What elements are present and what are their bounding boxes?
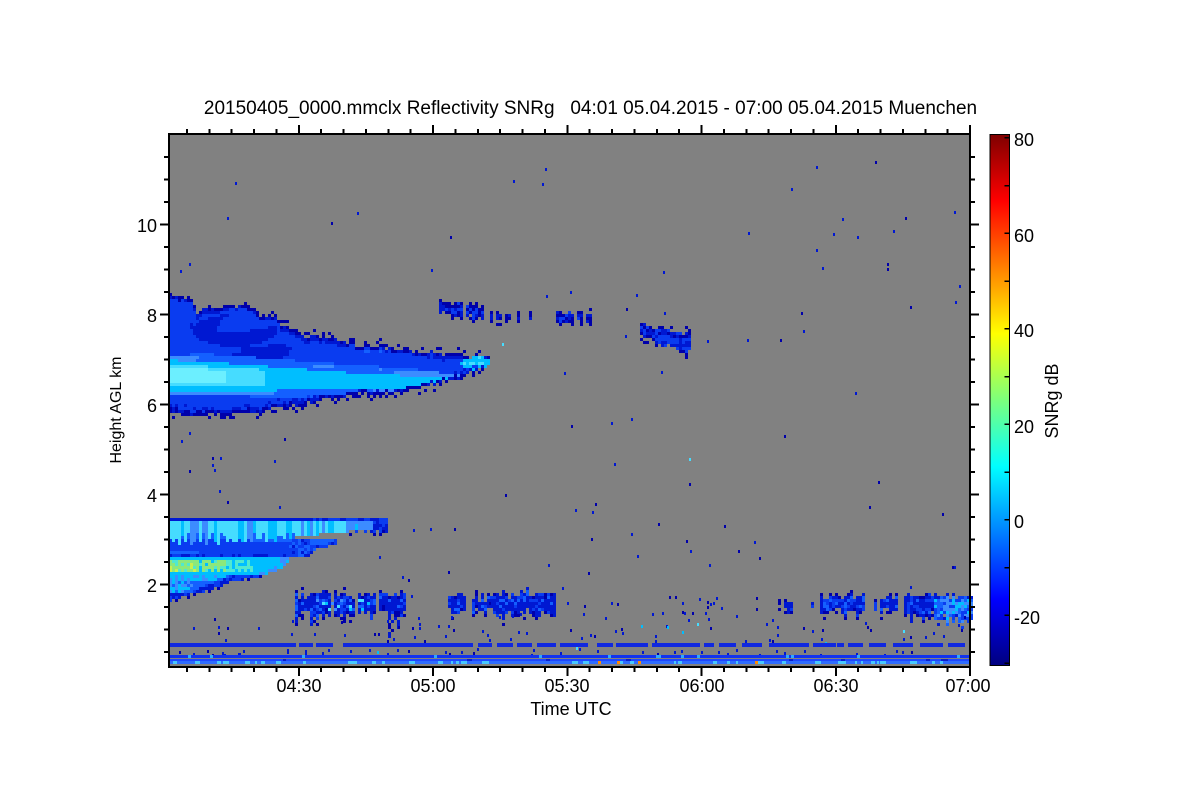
svg-text:6: 6 bbox=[147, 396, 157, 416]
svg-text:Height AGL km: Height AGL km bbox=[108, 356, 125, 463]
svg-text:20150405_0000.mmclx Reflectivi: 20150405_0000.mmclx Reflectivity SNRg 04… bbox=[204, 98, 977, 119]
svg-text:8: 8 bbox=[147, 306, 157, 326]
svg-text:2: 2 bbox=[147, 576, 157, 596]
svg-text:06:30: 06:30 bbox=[813, 676, 858, 696]
svg-text:-20: -20 bbox=[1014, 608, 1040, 628]
svg-text:04:30: 04:30 bbox=[276, 676, 321, 696]
svg-text:07:00: 07:00 bbox=[945, 676, 990, 696]
svg-text:10: 10 bbox=[137, 216, 157, 236]
svg-text:60: 60 bbox=[1014, 226, 1034, 246]
svg-text:05:30: 05:30 bbox=[544, 676, 589, 696]
svg-text:20: 20 bbox=[1014, 417, 1034, 437]
svg-text:4: 4 bbox=[147, 486, 157, 506]
svg-text:0: 0 bbox=[1014, 512, 1024, 532]
svg-text:80: 80 bbox=[1014, 130, 1034, 150]
svg-text:06:00: 06:00 bbox=[679, 676, 724, 696]
svg-text:40: 40 bbox=[1014, 321, 1034, 341]
svg-text:Time UTC: Time UTC bbox=[530, 699, 611, 719]
svg-text:05:00: 05:00 bbox=[410, 676, 455, 696]
svg-text:SNRg dB: SNRg dB bbox=[1042, 363, 1062, 438]
